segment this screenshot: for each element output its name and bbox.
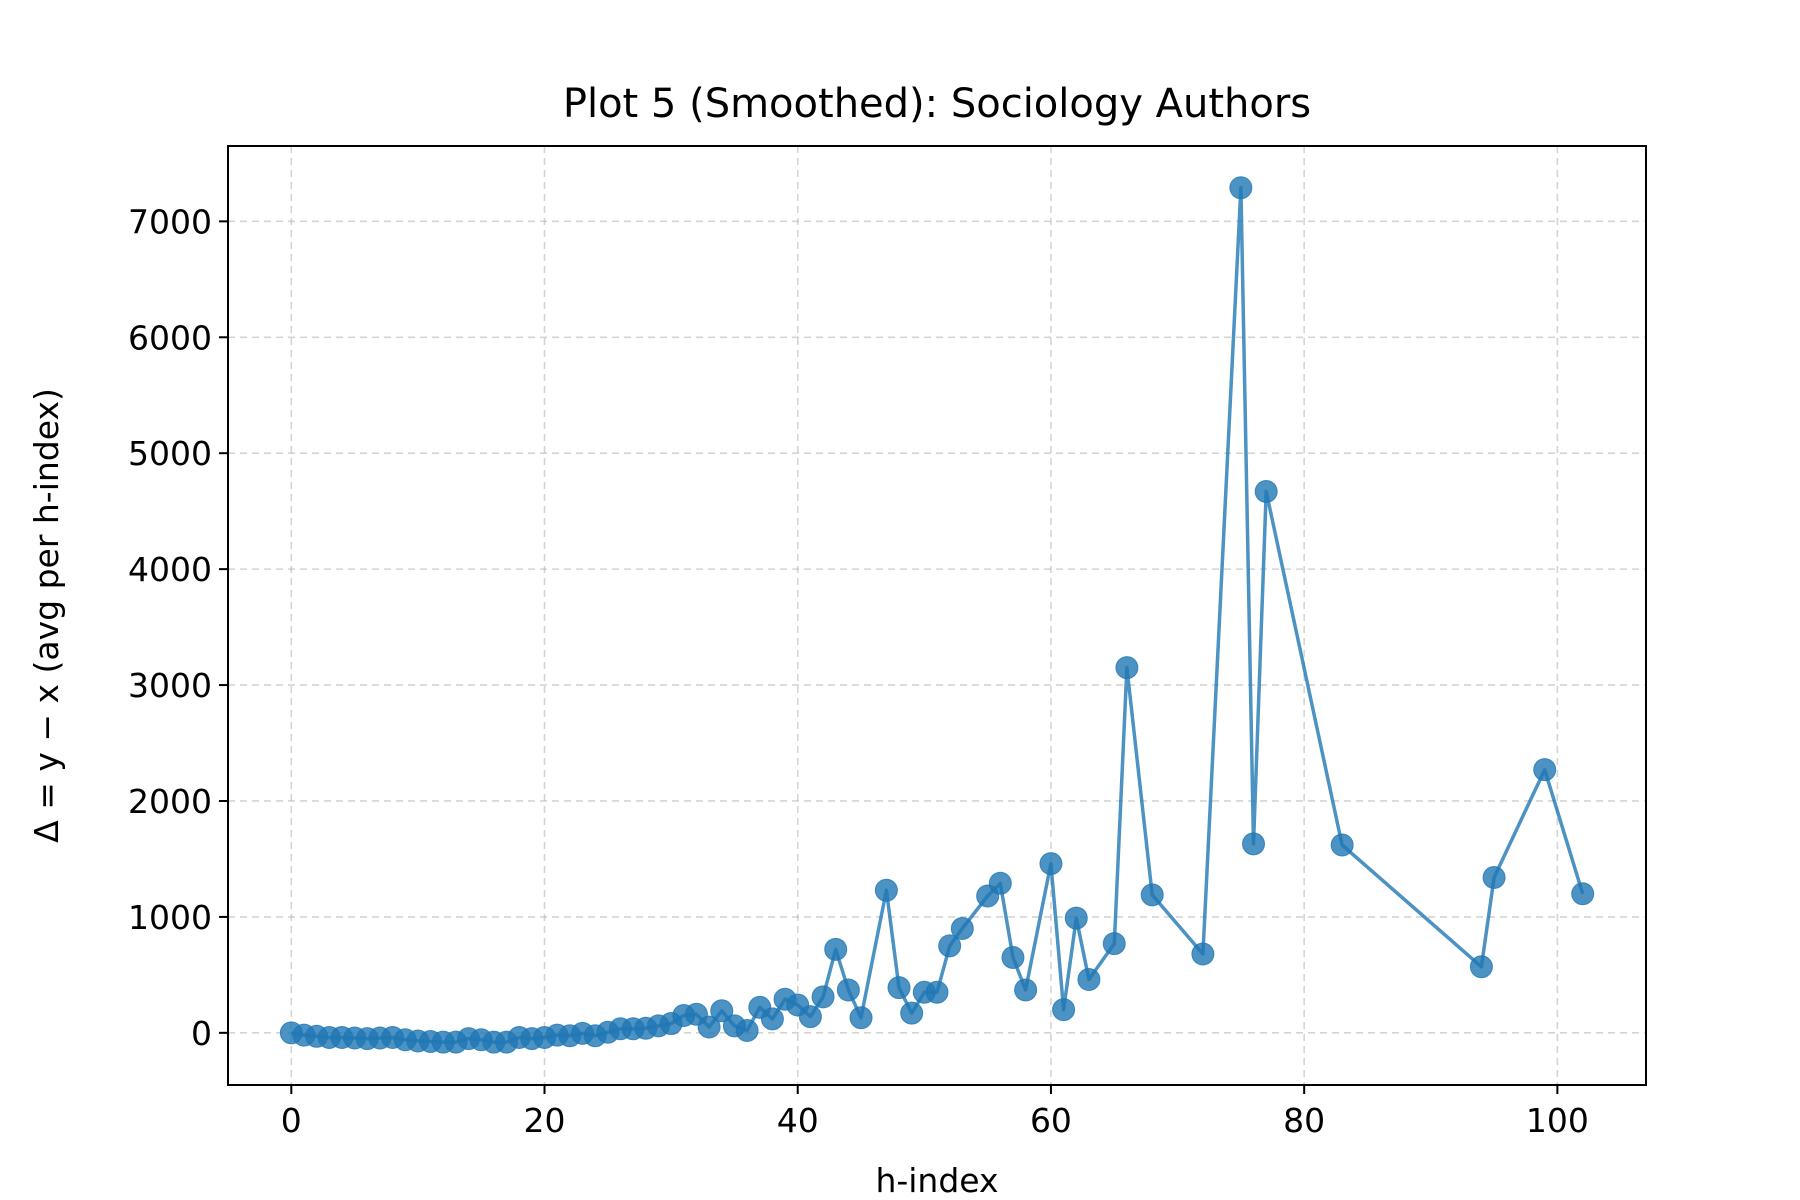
data-point [1001,945,1025,969]
data-point [824,937,848,961]
x-tick-label: 20 [524,1101,566,1140]
x-tick-label: 60 [1030,1101,1072,1140]
data-point [874,878,898,902]
data-point [988,871,1012,895]
data-point [950,917,974,940]
y-tick-label: 3000 [128,666,212,705]
data-point [760,1007,784,1031]
data-point [1191,942,1215,966]
grid [228,146,1646,1085]
ticks: 0 20 40 60 80 1000100020003000400050006000700… [128,202,1589,1140]
data-point [1014,978,1038,1002]
data-point [1229,176,1253,200]
data-point [887,976,911,1000]
x-tick-label: 80 [1283,1101,1325,1140]
data-point [1077,968,1101,992]
data-point [1039,852,1063,876]
y-tick-label: 2000 [128,782,212,821]
x-tick-label: 0 [281,1101,302,1140]
data-point [1330,833,1354,857]
data-series [279,176,1595,1054]
data-point [811,985,835,1009]
y-tick-label: 5000 [128,434,212,473]
axes-frame [227,145,1647,1086]
data-point [849,1006,873,1030]
data-point [735,1019,759,1043]
y-axis-label: Δ = y − x (avg per h-index) [27,388,66,843]
data-point [1140,883,1164,907]
data-point [1469,955,1493,979]
data-point [938,934,962,958]
data-point [1115,656,1139,680]
x-tick-label: 40 [777,1101,819,1140]
data-point [1254,479,1278,503]
data-point [1242,832,1266,856]
y-tick-label: 1000 [128,898,212,937]
data-point [697,1015,721,1039]
data-point [1052,998,1076,1022]
y-tick-label: 7000 [128,202,212,241]
chart-title: Plot 5 (Smoothed): Sociology Authors [563,81,1311,127]
x-tick-label: 100 [1526,1101,1589,1140]
data-point [1533,758,1557,782]
data-point [710,999,734,1023]
data-point [1482,865,1506,889]
data-point [900,1001,924,1025]
y-tick-label: 6000 [128,318,212,357]
y-tick-label: 4000 [128,550,212,589]
y-tick-label: 0 [191,1014,212,1053]
data-point [925,980,949,1004]
data-point [1571,882,1595,906]
data-point [798,1005,822,1029]
data-point [1064,906,1088,930]
data-point [836,978,860,1002]
x-axis-label: h-index [875,1161,998,1200]
data-point [1102,932,1126,956]
